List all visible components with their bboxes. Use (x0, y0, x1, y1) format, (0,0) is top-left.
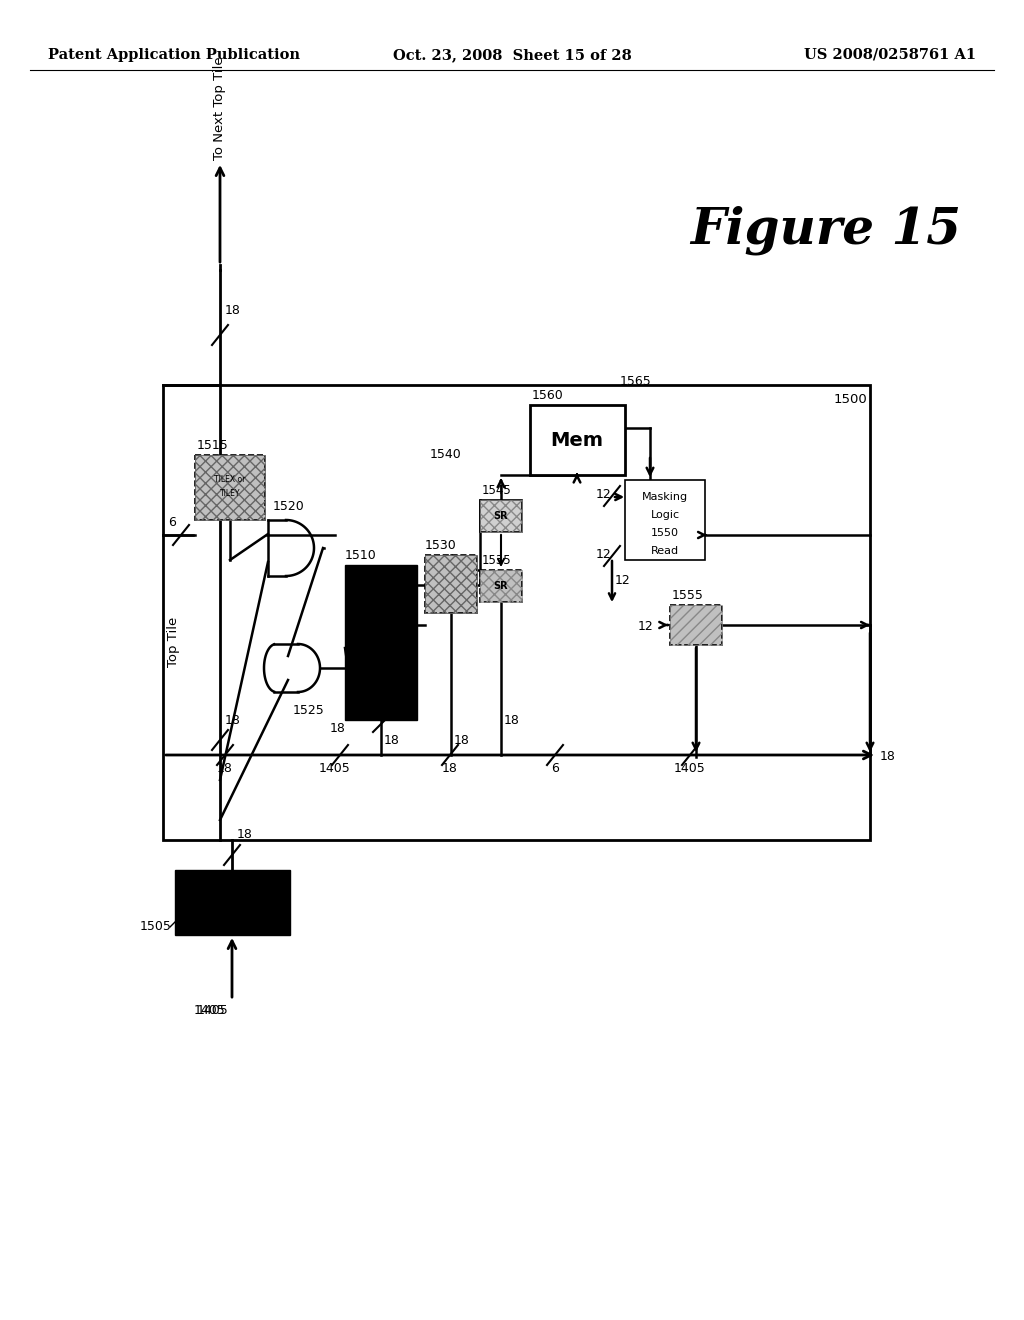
Text: 1405: 1405 (674, 763, 706, 776)
Text: To Next Top Tile: To Next Top Tile (213, 57, 226, 160)
Bar (480, 500, 522, 532)
Text: 1405: 1405 (194, 1003, 225, 1016)
Text: SR: SR (494, 511, 508, 521)
Text: Logic: Logic (650, 510, 680, 520)
Text: 1520: 1520 (273, 499, 305, 512)
Text: 18: 18 (237, 829, 253, 842)
Text: 1545: 1545 (482, 484, 512, 498)
Text: 18: 18 (880, 751, 896, 763)
Text: Figure 15: Figure 15 (690, 205, 961, 255)
Text: 18: 18 (330, 722, 346, 734)
Text: 18: 18 (217, 763, 232, 776)
Text: 1515: 1515 (197, 440, 228, 451)
Text: 1550: 1550 (651, 528, 679, 539)
Bar (670, 605, 722, 645)
Bar (480, 570, 522, 602)
Text: 18: 18 (346, 675, 361, 686)
Bar (163, 385, 870, 840)
Text: Mem: Mem (551, 430, 603, 450)
Text: 1560: 1560 (532, 389, 564, 403)
Text: 6: 6 (168, 516, 176, 529)
Text: 12: 12 (615, 573, 631, 586)
Text: 18: 18 (442, 763, 458, 776)
Text: 12: 12 (596, 488, 611, 502)
Text: TILEY: TILEY (220, 488, 241, 498)
Text: Patent Application Publication: Patent Application Publication (48, 48, 300, 62)
Bar (670, 605, 722, 645)
Bar (480, 570, 522, 602)
Text: 1510: 1510 (345, 549, 377, 562)
Text: Masking: Masking (642, 492, 688, 502)
Bar (425, 554, 477, 612)
Text: 1525: 1525 (293, 704, 325, 717)
Text: 6: 6 (551, 763, 559, 776)
Text: 1535: 1535 (482, 554, 512, 568)
Bar (195, 455, 265, 520)
Text: US 2008/0258761 A1: US 2008/0258761 A1 (804, 48, 976, 62)
Text: 1530: 1530 (425, 539, 457, 552)
Text: 12: 12 (596, 548, 611, 561)
Bar (175, 870, 290, 935)
Text: 1540: 1540 (430, 449, 462, 462)
Text: 1555: 1555 (672, 589, 703, 602)
Text: 1505: 1505 (140, 920, 172, 933)
Text: Oct. 23, 2008  Sheet 15 of 28: Oct. 23, 2008 Sheet 15 of 28 (392, 48, 632, 62)
Text: 18: 18 (225, 714, 241, 726)
Text: Top Tile: Top Tile (167, 616, 179, 667)
Text: Read: Read (651, 546, 679, 556)
Text: 1565: 1565 (620, 375, 651, 388)
Bar (345, 565, 417, 719)
Text: 1405: 1405 (319, 763, 351, 776)
Bar (530, 405, 625, 475)
Text: SR: SR (494, 581, 508, 591)
Text: 18: 18 (384, 734, 400, 747)
Text: 18: 18 (454, 734, 470, 747)
Bar (480, 500, 522, 532)
Text: 1500: 1500 (834, 393, 867, 407)
Text: 1405: 1405 (197, 1003, 228, 1016)
Text: 12: 12 (638, 620, 653, 634)
Bar (195, 455, 265, 520)
Bar (425, 554, 477, 612)
Text: 18: 18 (504, 714, 520, 726)
Text: TILEX or: TILEX or (214, 474, 246, 483)
Text: 18: 18 (225, 304, 241, 317)
Bar (625, 480, 705, 560)
